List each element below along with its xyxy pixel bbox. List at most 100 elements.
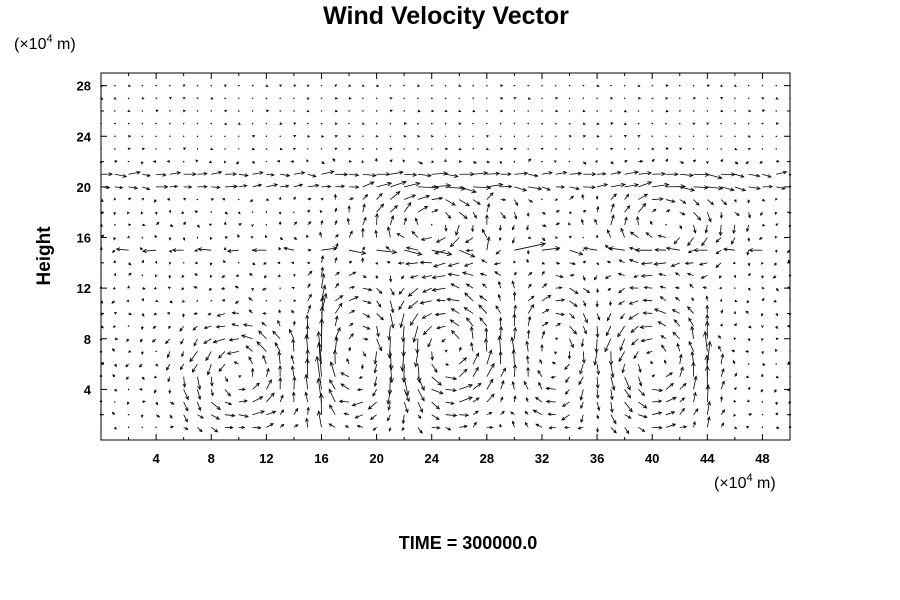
vector-shaft xyxy=(661,344,667,352)
vector-shaft xyxy=(459,186,477,193)
vector-head xyxy=(292,274,296,277)
vector-shaft xyxy=(596,313,600,320)
wind-vector xyxy=(113,212,117,216)
wind-vector xyxy=(431,109,435,113)
vector-shaft xyxy=(417,401,423,413)
wind-vector xyxy=(99,373,103,377)
wind-vector xyxy=(690,325,695,339)
wind-vector xyxy=(539,358,543,365)
vector-head xyxy=(101,234,105,238)
vector-head xyxy=(629,231,635,236)
vector-head xyxy=(278,309,282,313)
vector-shaft xyxy=(445,224,447,231)
vector-head xyxy=(146,173,151,177)
vector-head xyxy=(733,310,737,315)
vector-shaft xyxy=(458,368,468,378)
wind-vector xyxy=(705,313,710,327)
vector-head xyxy=(541,270,545,275)
wind-vector xyxy=(458,84,462,87)
vector-shaft xyxy=(431,209,438,213)
vector-dot xyxy=(527,148,529,150)
vector-head xyxy=(555,337,559,341)
wind-vector xyxy=(497,293,502,301)
wind-vector xyxy=(218,351,226,359)
wind-vector xyxy=(444,84,447,87)
vector-head xyxy=(718,185,724,191)
vector-head xyxy=(277,350,282,356)
vector-head xyxy=(613,193,617,198)
vector-dot xyxy=(637,110,640,112)
wind-vector xyxy=(679,97,681,100)
vector-head xyxy=(556,261,561,265)
vector-shaft xyxy=(459,396,473,403)
wind-vector xyxy=(545,386,556,391)
vector-shaft xyxy=(486,379,494,390)
wind-vector xyxy=(527,148,529,150)
wind-vector xyxy=(210,211,212,213)
wind-vector xyxy=(688,317,694,327)
vector-shaft xyxy=(279,409,284,415)
wind-vector xyxy=(400,275,405,280)
vector-shaft xyxy=(277,320,281,327)
vector-head xyxy=(127,235,130,239)
vector-head xyxy=(717,335,721,339)
vector-dot xyxy=(141,274,144,277)
wind-vector xyxy=(417,401,423,413)
wind-vector xyxy=(719,212,723,219)
wind-vector xyxy=(510,336,515,352)
vector-head xyxy=(375,261,378,265)
wind-vector xyxy=(472,109,476,113)
wind-vector xyxy=(463,262,474,267)
vector-shaft xyxy=(605,244,612,251)
vector-shaft xyxy=(156,173,166,176)
wind-vector xyxy=(639,325,653,330)
vector-head xyxy=(316,410,322,416)
wind-vector xyxy=(541,330,546,339)
vector-head xyxy=(385,246,389,250)
wind-vector xyxy=(774,262,777,266)
vector-shaft xyxy=(445,211,451,219)
wind-vector xyxy=(279,300,281,302)
vector-head xyxy=(389,109,393,113)
wind-vector xyxy=(430,134,434,138)
vector-head xyxy=(559,274,564,279)
wind-vector xyxy=(183,147,187,151)
vector-shaft xyxy=(569,325,577,335)
vector-shaft xyxy=(404,249,422,255)
vector-dot xyxy=(472,148,474,150)
wind-vector xyxy=(582,134,587,138)
vector-head xyxy=(642,311,647,315)
wind-vector xyxy=(348,261,353,264)
wind-vector xyxy=(415,338,420,354)
vector-head xyxy=(717,175,723,180)
vector-shaft xyxy=(387,226,391,238)
wind-vector xyxy=(127,426,130,429)
wind-vector xyxy=(555,298,566,302)
wind-vector xyxy=(665,184,687,190)
wind-vector xyxy=(252,171,264,175)
vector-shaft xyxy=(679,408,685,415)
vector-shaft xyxy=(472,382,482,390)
wind-vector xyxy=(210,376,214,387)
vector-head xyxy=(732,261,736,265)
vector-head xyxy=(594,160,598,163)
vector-dot xyxy=(127,388,130,391)
vector-head xyxy=(526,366,530,371)
wind-vector xyxy=(348,173,360,177)
wind-vector xyxy=(387,401,391,411)
vector-head xyxy=(628,301,633,305)
wind-vector xyxy=(278,309,282,314)
vector-head xyxy=(526,258,530,263)
wind-vector xyxy=(265,97,268,100)
vector-head xyxy=(403,134,407,138)
vector-dot xyxy=(251,97,254,100)
wind-vector xyxy=(210,198,215,201)
vector-shaft xyxy=(693,199,700,206)
wind-vector xyxy=(706,135,709,137)
wind-vector xyxy=(224,135,226,137)
wind-vector xyxy=(618,300,625,305)
vector-head xyxy=(256,341,261,346)
wind-vector xyxy=(564,389,570,395)
vector-head xyxy=(570,344,574,349)
vector-head xyxy=(415,181,421,187)
